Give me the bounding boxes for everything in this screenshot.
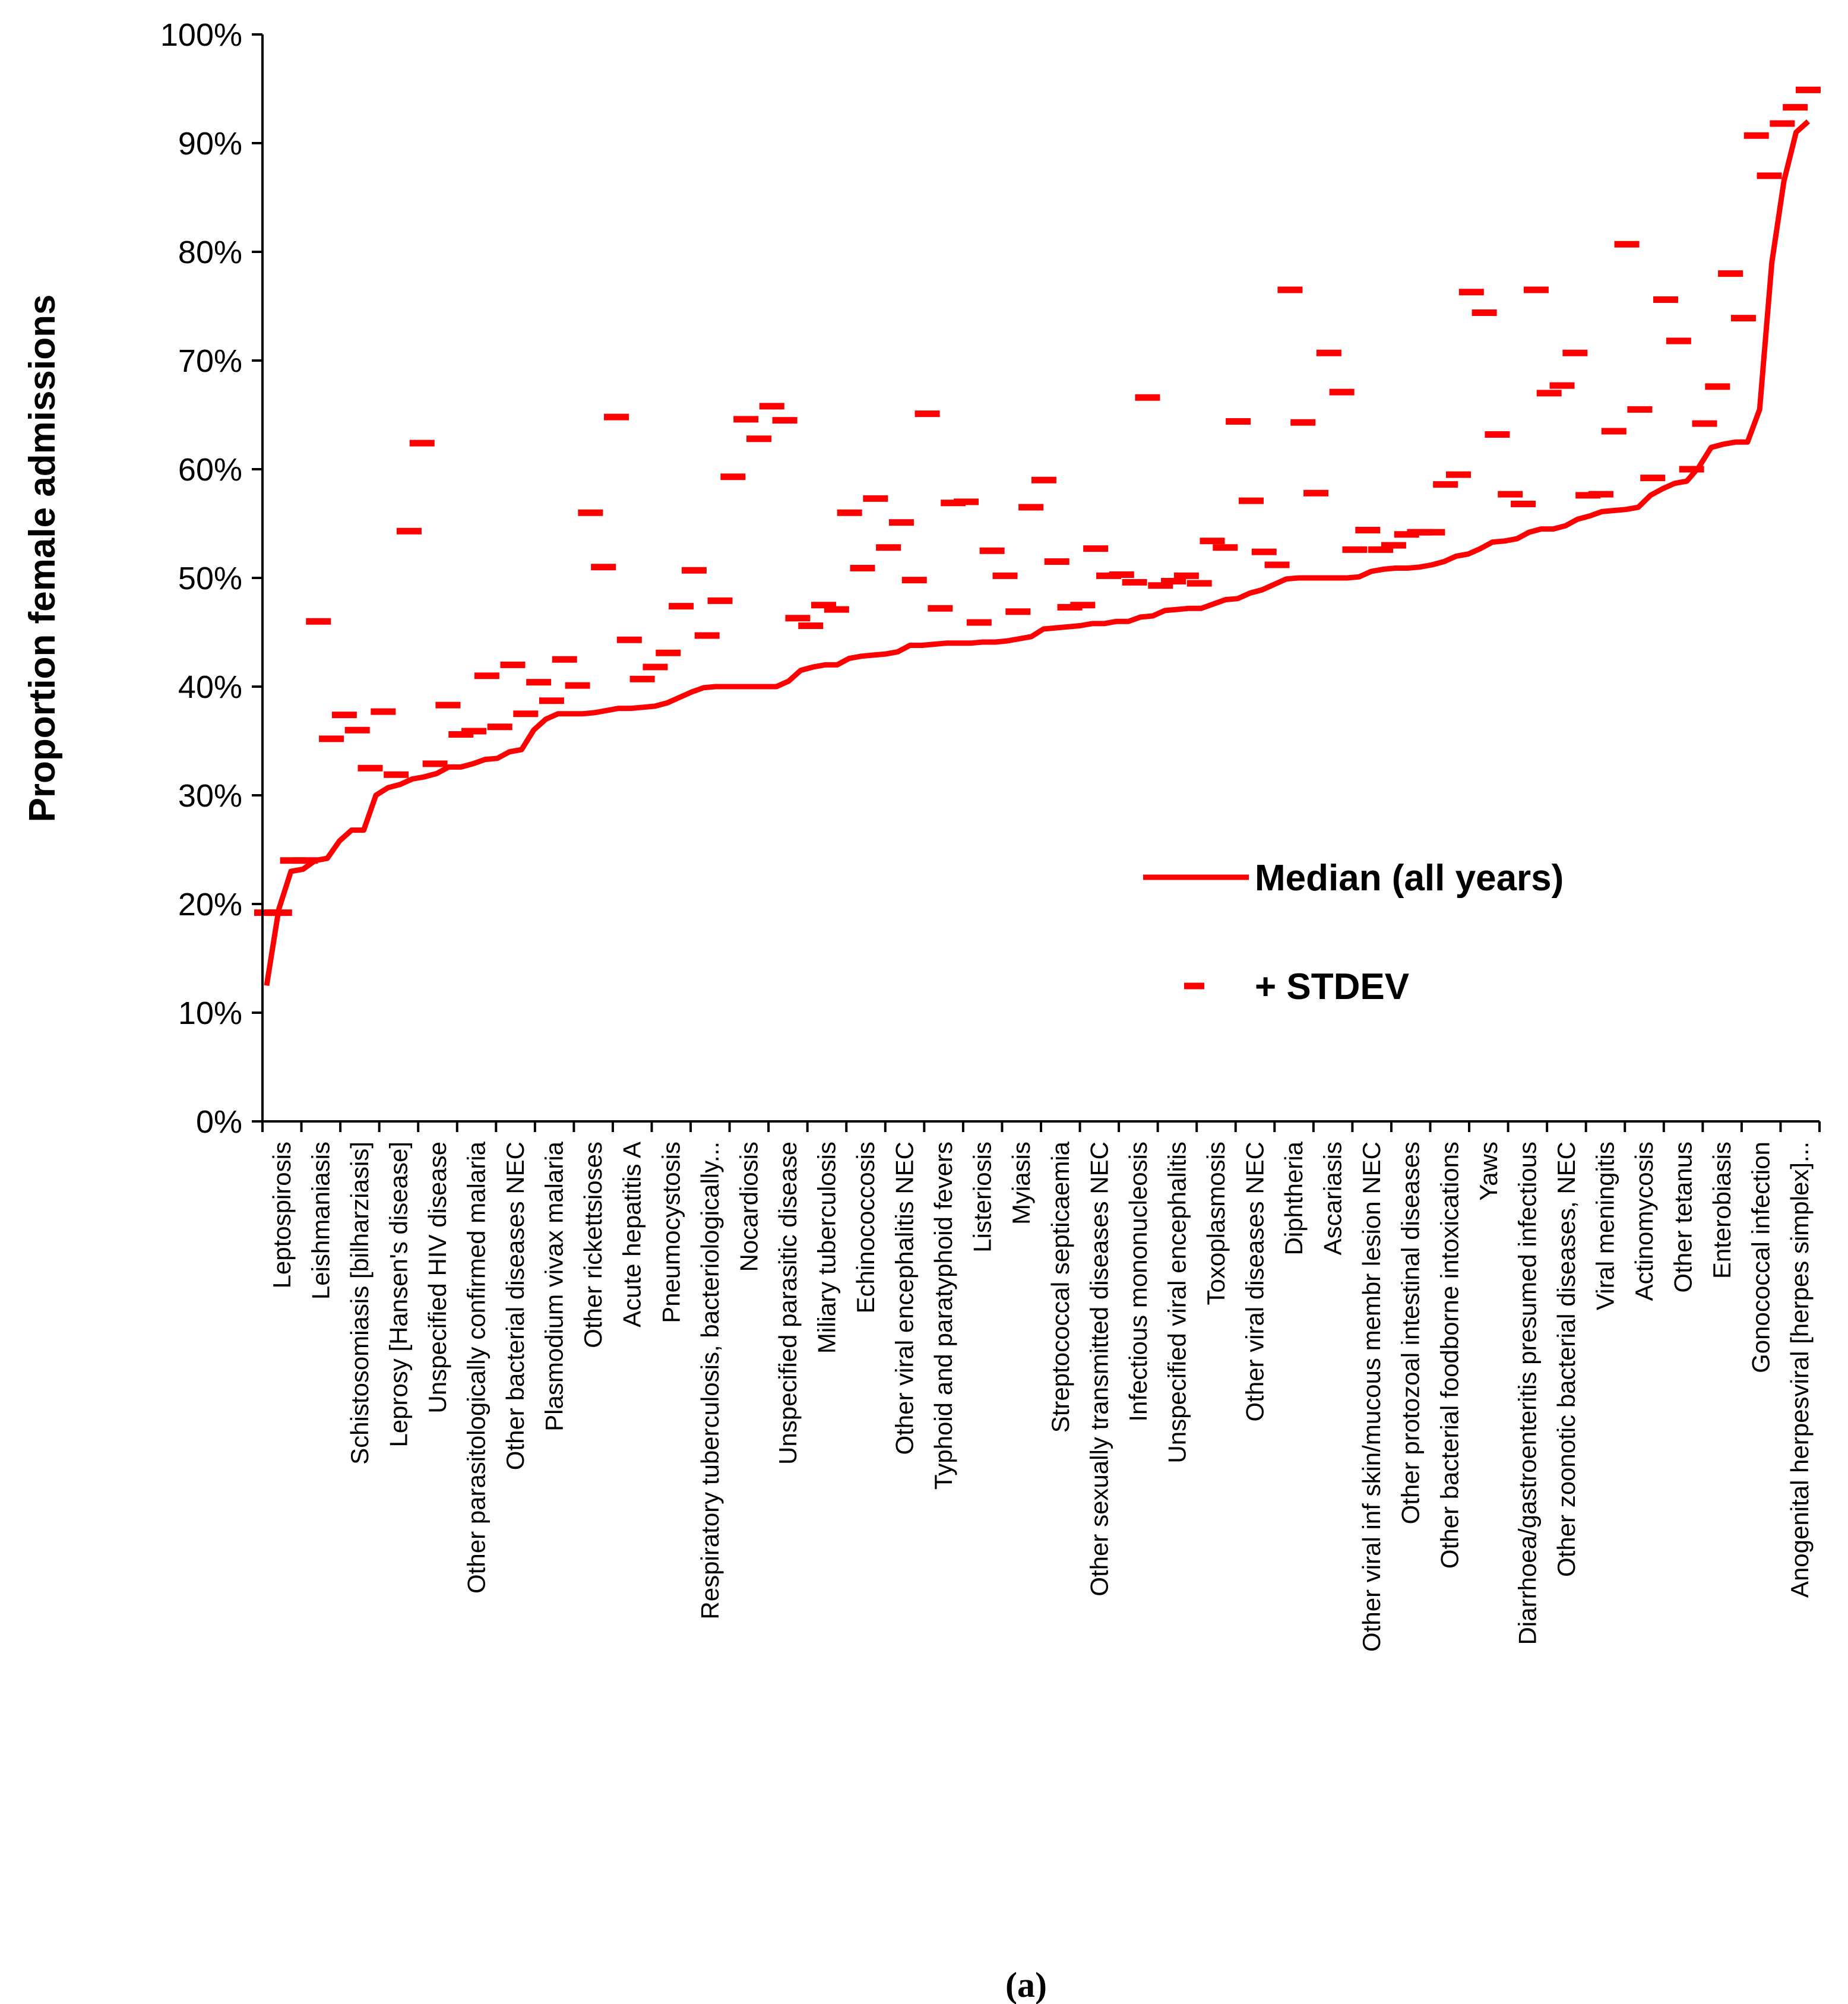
legend: Median (all years) + STDEV — [1143, 858, 1564, 1007]
figure-caption: (a) — [1005, 1965, 1047, 2004]
x-tick-label: Other protozoal intestinal diseases — [1397, 1142, 1425, 1524]
x-tick-label: Ascariasis — [1319, 1142, 1347, 1255]
x-tick-label: Listeriosis — [969, 1142, 996, 1253]
x-tick-label: Other tetanus — [1669, 1142, 1697, 1292]
y-axis-label: Proportion female admissions — [22, 295, 63, 823]
x-tick-label: Other bacterial foodborne intoxications — [1435, 1142, 1463, 1569]
x-tick-label: Pneumocystosis — [657, 1142, 685, 1323]
plot-area — [254, 86, 1821, 987]
y-tick-label: 70% — [178, 343, 242, 379]
x-tick-label: Acute hepatitis A — [618, 1142, 646, 1327]
x-tick-label: Plasmodium vivax malaria — [540, 1141, 568, 1431]
x-tick-label: Other viral inf skin/mucous membr lesion… — [1357, 1142, 1385, 1652]
x-tick-label: Other zoonotic bacterial diseases, NEC — [1552, 1142, 1580, 1577]
y-tick-label: 60% — [178, 452, 242, 488]
x-tick-label: Nocardiosis — [735, 1142, 762, 1272]
x-tick-label: Leprosy [Hansen's disease] — [384, 1142, 412, 1447]
x-tick-label: Other rickettsioses — [579, 1142, 607, 1348]
y-tick-label: 20% — [178, 887, 242, 922]
y-tick-label: 40% — [178, 669, 242, 705]
x-tick-label: Other parasitologically confirmed malari… — [463, 1141, 491, 1594]
y-tick-label: 90% — [178, 126, 242, 162]
x-tick-label: Other bacterial diseases NEC — [501, 1142, 529, 1470]
x-tick-label: Schistosomiasis [bilharziasis] — [346, 1142, 374, 1465]
series-median-line — [264, 119, 1811, 987]
y-tick-label: 30% — [178, 778, 242, 814]
y-tick-label: 50% — [178, 561, 242, 596]
x-tick-label: Infectious mononucleosis — [1124, 1142, 1152, 1422]
x-tick-label: Myiasis — [1007, 1142, 1035, 1225]
y-tick-label: 80% — [178, 235, 242, 270]
legend-label-stdev: + STDEV — [1255, 966, 1409, 1007]
legend-label-median: Median (all years) — [1255, 858, 1564, 899]
x-tick-label: Anogenital herpesviral [herpes simplex].… — [1786, 1142, 1814, 1598]
x-tick-label: Echinococcosis — [852, 1142, 879, 1313]
x-tick-label: Other viral diseases NEC — [1241, 1142, 1269, 1422]
x-tick-label: Diarrhoea/gastroenteritis presumed infec… — [1513, 1142, 1541, 1645]
x-tick-label: Leptospirosis — [268, 1142, 296, 1288]
x-tick-label: Yaws — [1474, 1142, 1502, 1201]
y-axis-ticks: 0% 10% 20% 30% 40% 50% 60% 70% 80% 90% 100% — [160, 17, 242, 1140]
x-tick-label: Miliary tuberculosis — [812, 1142, 840, 1354]
x-tick-label: Unspecified HIV disease — [423, 1142, 451, 1414]
y-tick-label: 0% — [196, 1104, 242, 1140]
x-tick-label: Other sexually transmitted diseases NEC — [1085, 1142, 1113, 1597]
x-tick-label: Toxoplasmosis — [1202, 1142, 1230, 1305]
x-axis-tick-labels: Leptospirosis Leishmaniasis Schistosomiasi… — [268, 1141, 1814, 1652]
x-tick-label: Unspecified viral encephalitis — [1163, 1142, 1191, 1464]
x-tick-label: Viral meningitis — [1591, 1142, 1619, 1310]
x-tick-label: Streptococcal septicaemia — [1046, 1141, 1074, 1433]
y-tick-label: 10% — [178, 995, 242, 1031]
x-tick-label: Typhoid and paratyphoid fevers — [929, 1142, 957, 1490]
axes — [252, 33, 1821, 1132]
x-tick-label: Other viral encephalitis NEC — [891, 1142, 919, 1455]
x-tick-label: Enterobiasis — [1708, 1142, 1736, 1279]
x-tick-label: Respiratory tuberculosis, bacteriologica… — [696, 1142, 724, 1620]
x-tick-label: Gonococcal infection — [1747, 1142, 1775, 1373]
x-tick-label: Leishmaniasis — [306, 1142, 334, 1300]
x-tick-label: Diphtheria — [1280, 1141, 1308, 1255]
x-tick-label: Actinomycosis — [1630, 1142, 1658, 1301]
y-tick-label: 100% — [160, 17, 242, 53]
x-tick-label: Unspecified parasitic disease — [774, 1142, 802, 1465]
